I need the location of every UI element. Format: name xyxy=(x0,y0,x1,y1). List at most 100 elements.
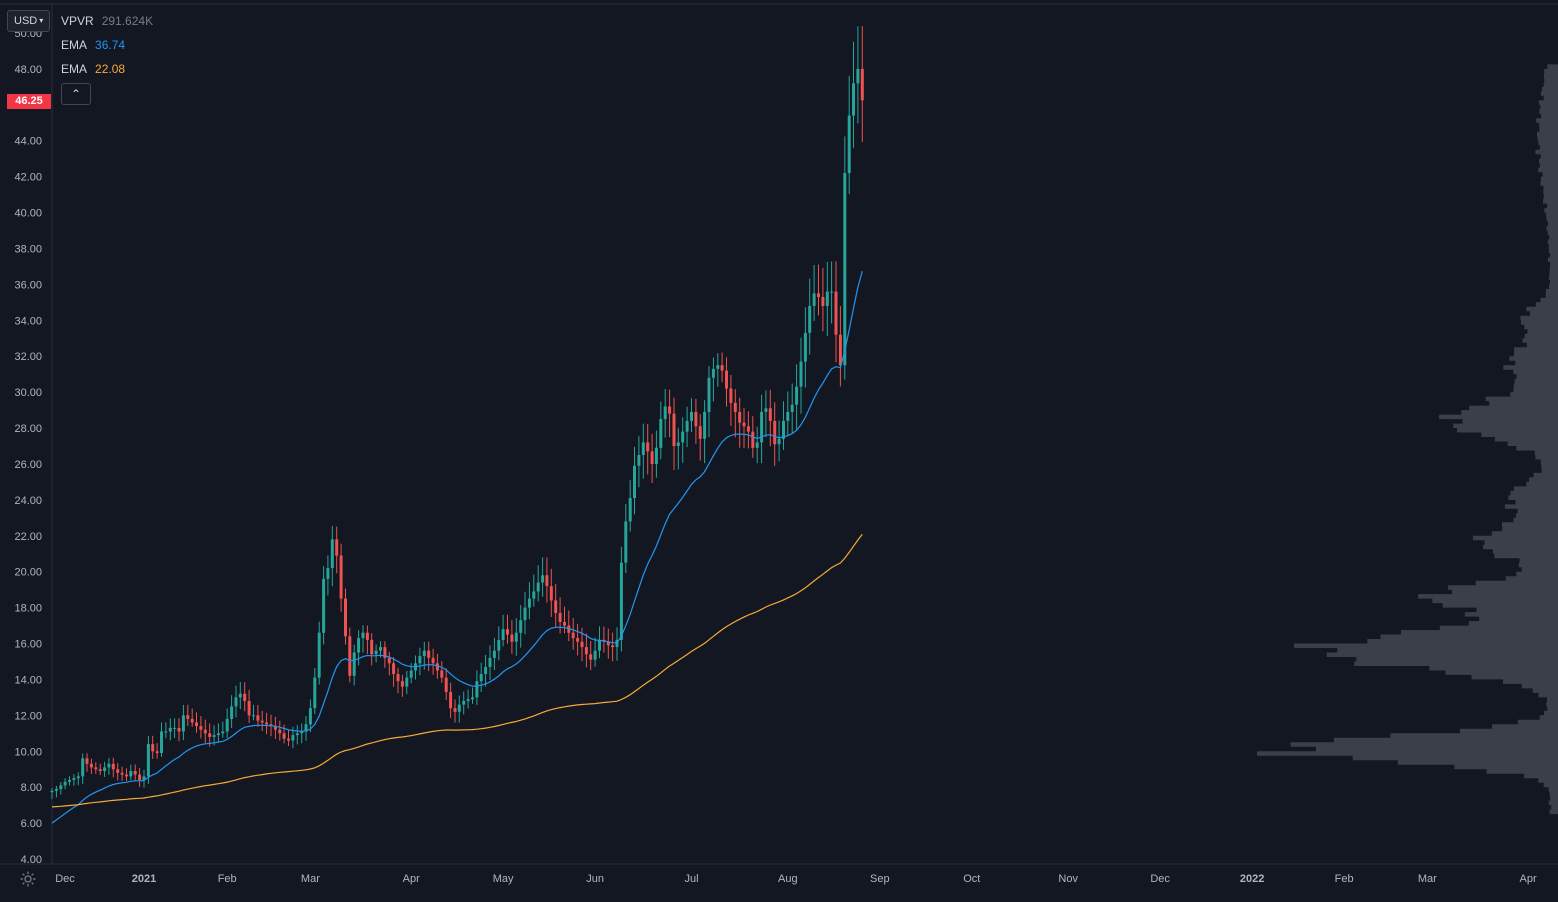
candle-body xyxy=(825,291,829,306)
x-tick-label: May xyxy=(493,873,514,885)
candle-body xyxy=(308,708,312,725)
candle-body xyxy=(633,465,636,499)
candle-body xyxy=(348,636,352,676)
candle-body xyxy=(663,406,667,420)
candle-body xyxy=(519,620,523,633)
candle-body xyxy=(212,735,216,737)
x-tick-label: 2022 xyxy=(1240,873,1264,885)
candle-body xyxy=(571,632,575,639)
currency-button[interactable]: USD ▾ xyxy=(7,10,51,32)
candle-body xyxy=(624,521,628,563)
legend-row-ema-slow[interactable]: EMA 22.08 xyxy=(61,60,153,84)
candle-body xyxy=(698,426,702,439)
candle-body xyxy=(221,731,225,734)
gear-icon[interactable] xyxy=(19,870,37,888)
candle-body xyxy=(409,670,413,678)
legend-row-ema-fast[interactable]: EMA 36.74 xyxy=(61,36,153,60)
candle-body xyxy=(317,632,321,678)
candle-body xyxy=(462,701,466,705)
candle-body xyxy=(295,733,299,736)
candle-body xyxy=(444,677,448,692)
candle-body xyxy=(405,677,409,687)
candle-body xyxy=(510,634,514,642)
candle-body xyxy=(379,647,382,651)
candle-body xyxy=(361,632,365,639)
candle-body xyxy=(344,598,347,637)
y-tick-label: 40.00 xyxy=(14,208,42,220)
candle-body xyxy=(786,411,790,421)
y-tick-label: 42.00 xyxy=(14,172,42,184)
candle-body xyxy=(729,388,733,403)
candle-body xyxy=(208,733,212,737)
candle-body xyxy=(694,411,698,427)
candle-body xyxy=(501,629,505,640)
candle-body xyxy=(63,781,67,786)
y-tick-label: 30.00 xyxy=(14,387,42,399)
candle-body xyxy=(155,751,159,754)
y-tick-label: 8.00 xyxy=(21,782,42,794)
x-tick-label: Jul xyxy=(684,873,698,885)
x-tick-label: Mar xyxy=(301,873,320,885)
collapse-legend-button[interactable]: ⌃ xyxy=(61,83,91,105)
candle-body xyxy=(668,406,672,414)
candle-body xyxy=(304,724,308,732)
candle-body xyxy=(720,365,724,371)
x-tick-label: 2021 xyxy=(132,873,156,885)
candle-body xyxy=(703,411,707,439)
candle-body xyxy=(843,173,847,366)
x-tick-label: Jun xyxy=(586,873,604,885)
candle-body xyxy=(506,629,509,635)
x-tick-label: Sep xyxy=(870,873,890,885)
candle-body xyxy=(278,729,282,734)
candle-body xyxy=(383,647,387,658)
candle-body xyxy=(817,293,820,297)
candle-body xyxy=(812,293,816,306)
candle-body xyxy=(107,763,111,768)
candle-body xyxy=(225,718,229,732)
candle-body xyxy=(287,738,290,741)
candle-body xyxy=(514,632,518,642)
candle-body xyxy=(94,767,98,770)
candle-body xyxy=(230,706,234,719)
candle-body xyxy=(777,438,781,445)
candle-body xyxy=(422,650,426,657)
candle-body xyxy=(738,411,742,423)
candle-body xyxy=(681,431,685,443)
candle-body xyxy=(711,368,715,378)
y-tick-label: 28.00 xyxy=(14,423,42,435)
candle-body xyxy=(733,402,737,412)
candle-body xyxy=(370,639,374,655)
x-tick-label: Feb xyxy=(218,873,237,885)
volume-profile xyxy=(1257,64,1558,815)
candle-body xyxy=(265,722,269,725)
candle-body xyxy=(330,539,334,569)
chevron-up-icon: ⌃ xyxy=(70,87,82,101)
legend-row-vpvr[interactable]: VPVR 291.624K xyxy=(61,12,153,36)
candle-body xyxy=(650,451,654,464)
candle-body xyxy=(243,693,247,701)
candle-body xyxy=(435,663,439,671)
candle-body xyxy=(803,332,807,362)
candle-body xyxy=(523,607,527,621)
y-tick-label: 22.00 xyxy=(14,531,42,543)
candle-body xyxy=(484,666,488,675)
x-tick-label: Aug xyxy=(778,873,798,885)
candle-body xyxy=(532,591,536,599)
candle-body xyxy=(755,442,759,448)
candle-body xyxy=(168,727,172,732)
candle-body xyxy=(282,733,286,739)
candle-body xyxy=(795,386,799,405)
candle-body xyxy=(365,632,369,640)
y-tick-label: 32.00 xyxy=(14,351,42,363)
candle-body xyxy=(488,657,492,667)
y-tick-label: 20.00 xyxy=(14,567,42,579)
candle-body xyxy=(492,650,496,658)
candle-body xyxy=(260,720,264,723)
candle-body xyxy=(72,778,76,780)
x-tick-label: Oct xyxy=(963,873,980,885)
candle-body xyxy=(466,699,470,701)
y-tick-label: 26.00 xyxy=(14,459,42,471)
candle-body xyxy=(203,729,207,734)
